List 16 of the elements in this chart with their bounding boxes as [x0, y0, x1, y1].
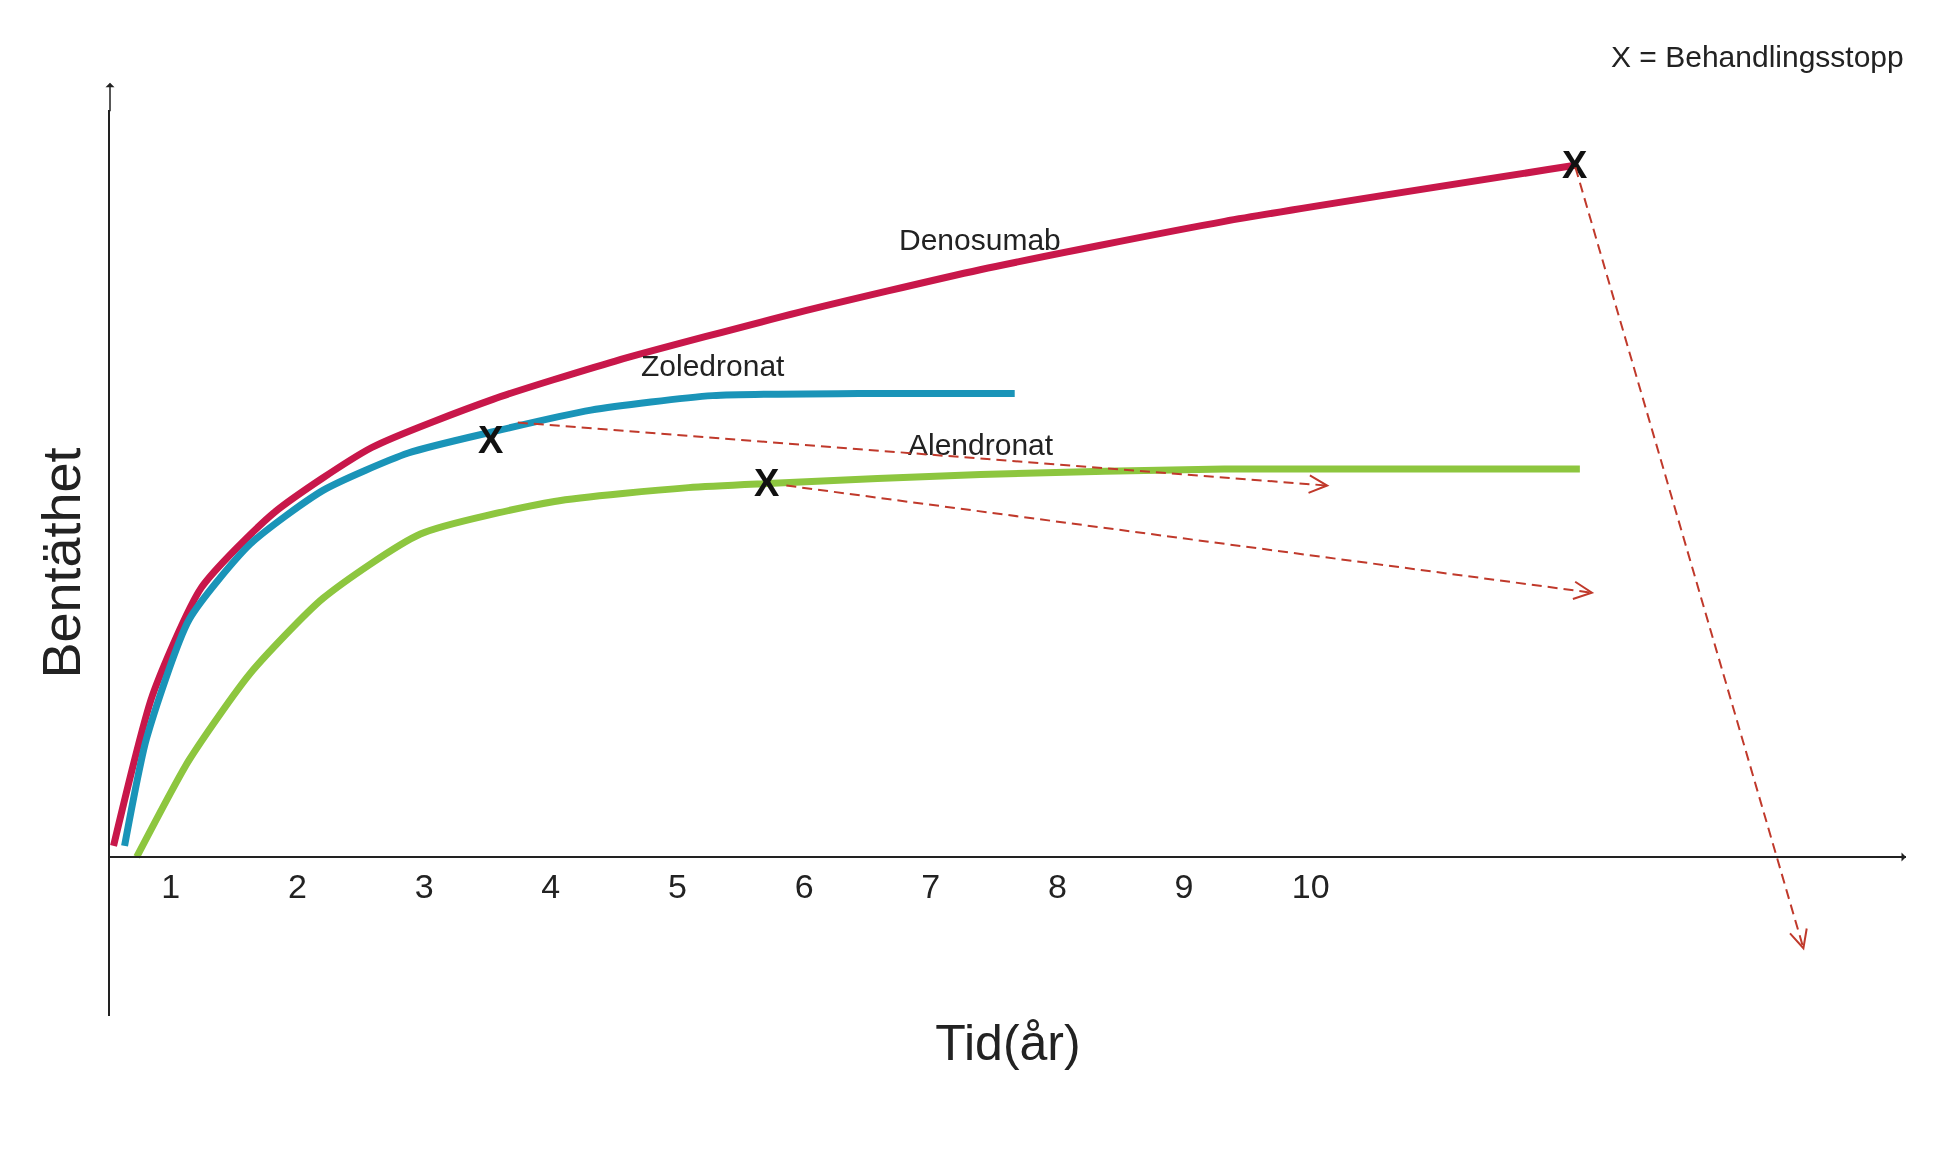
series-label: Denosumab — [899, 223, 1061, 256]
text: X = Behandlingsstopp — [1611, 40, 1904, 73]
x-tick-label: 9 — [1174, 867, 1194, 906]
x-tick-label: 5 — [667, 867, 687, 906]
x-tick-label: 4 — [541, 867, 561, 906]
x-tick-label: 8 — [1047, 867, 1067, 906]
x-tick-label: 7 — [921, 867, 941, 906]
x-tick-label: 2 — [287, 867, 307, 906]
x-tick-label: 1 — [161, 867, 181, 906]
x-tick-label: 6 — [794, 867, 814, 906]
x-tick-label: 3 — [414, 867, 434, 906]
y-axis-title: Bentäthet — [31, 447, 92, 679]
x-axis-title: Tid(år) — [935, 1015, 1081, 1072]
series-label: Zoledronat — [641, 349, 786, 382]
x-tick-label: 10 — [1291, 867, 1330, 906]
series-label: Alendronat — [908, 428, 1054, 461]
